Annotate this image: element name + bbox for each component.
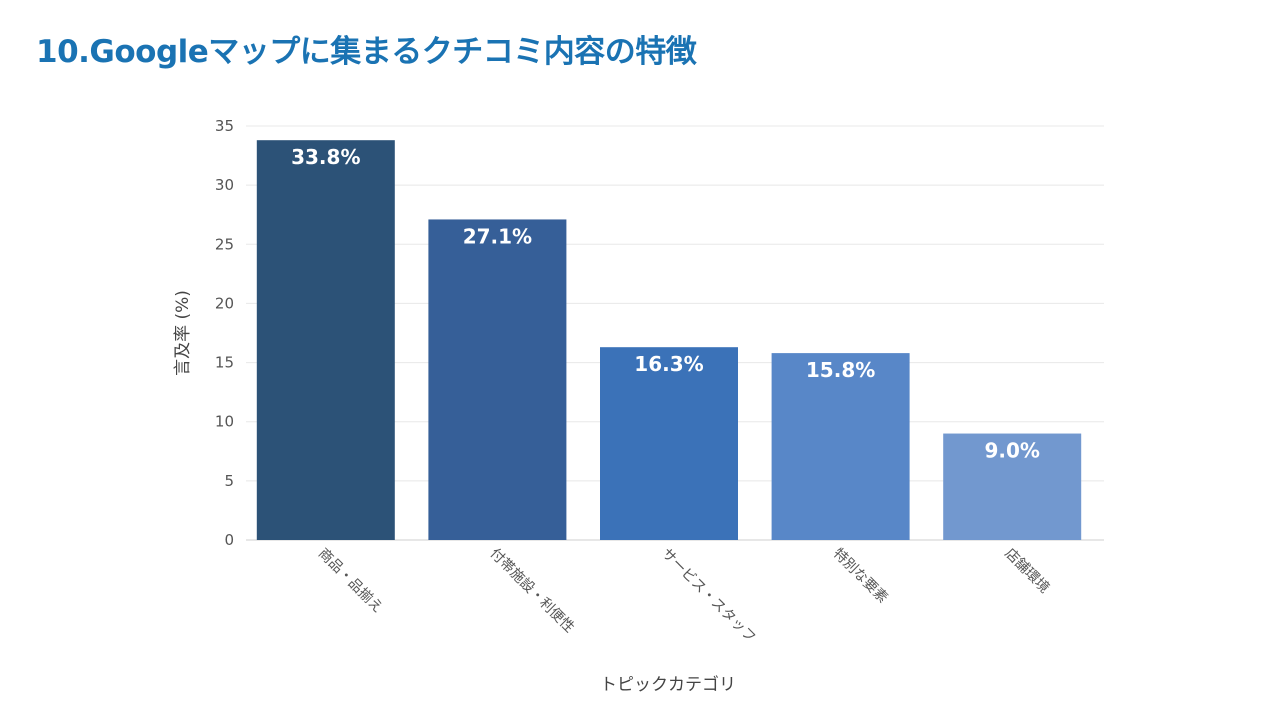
y-tick-label: 25 bbox=[215, 235, 234, 253]
bar-value-label: 9.0% bbox=[984, 439, 1039, 463]
x-category-label: サービス・スタッフ bbox=[658, 546, 758, 646]
x-axis-categories: 商品・品揃え 付帯施設・利便性 サービス・スタッフ 特別な要素 店舗環境 bbox=[315, 546, 1052, 646]
y-tick-label: 15 bbox=[215, 354, 234, 372]
bar-4 bbox=[943, 433, 1082, 540]
x-category-label: 特別な要素 bbox=[830, 546, 891, 607]
bar-2 bbox=[600, 347, 738, 540]
bar-value-label: 15.8% bbox=[806, 358, 875, 382]
bar-1 bbox=[428, 219, 567, 540]
y-tick-label: 10 bbox=[215, 413, 234, 431]
y-tick-label: 30 bbox=[215, 176, 234, 194]
x-category-label: 付帯施設・利便性 bbox=[487, 546, 578, 637]
y-axis-ticks: 0 5 10 15 20 25 30 35 bbox=[215, 117, 234, 549]
bar-value-label: 16.3% bbox=[634, 352, 703, 376]
bar-value-label: 27.1% bbox=[463, 224, 532, 248]
x-category-label: 商品・品揃え bbox=[315, 546, 386, 617]
page-title: 10.Googleマップに集まるクチコミ内容の特徴 bbox=[36, 34, 697, 70]
bar-value-label: 33.8% bbox=[291, 145, 360, 169]
x-category-label: 店舗環境 bbox=[1001, 546, 1052, 597]
bars bbox=[256, 140, 1082, 541]
x-axis-title: トピックカテゴリ bbox=[600, 674, 736, 695]
bar-0 bbox=[256, 140, 395, 541]
bar-value-labels: 33.8% 27.1% 16.3% 15.8% 9.0% bbox=[291, 145, 1040, 462]
y-tick-label: 0 bbox=[224, 531, 234, 549]
y-tick-label: 35 bbox=[215, 117, 234, 135]
bar-3 bbox=[771, 353, 910, 540]
y-tick-label: 5 bbox=[224, 472, 234, 490]
y-tick-label: 20 bbox=[215, 294, 234, 312]
y-axis-title: 言及率 (%) bbox=[173, 290, 193, 376]
